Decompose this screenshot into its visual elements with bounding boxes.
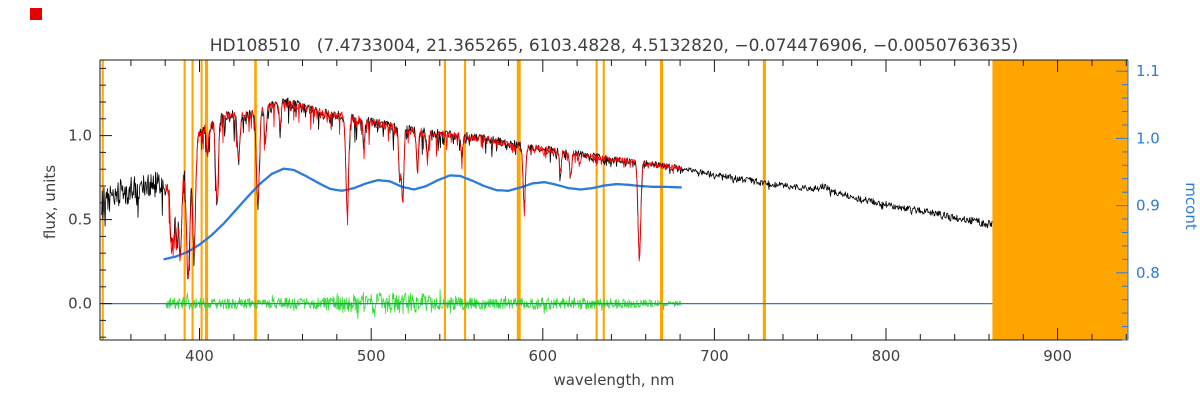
x-tick-label: 700 <box>700 347 729 365</box>
highlight-band <box>992 60 1128 340</box>
continuum-mcont-series <box>163 167 682 261</box>
data-series <box>101 97 993 320</box>
highlight-band <box>200 60 203 340</box>
x-tick-label: 900 <box>1043 347 1072 365</box>
x-tick-label: 400 <box>185 347 214 365</box>
plot-frame <box>99 59 1128 341</box>
highlight-band <box>191 60 194 340</box>
highlight-band <box>443 60 446 340</box>
highlight-band <box>762 60 766 340</box>
highlight-band <box>205 60 209 340</box>
plot-title: HD108510 (7.4733004, 21.365265, 6103.482… <box>210 36 1018 56</box>
highlight-band <box>516 60 521 340</box>
y-left-tick-label: 0.0 <box>68 295 92 313</box>
y-right-tick-label: 1.1 <box>1136 62 1160 80</box>
fit-residuals-series <box>164 289 682 320</box>
y-left-tick-label: 0.5 <box>68 211 92 229</box>
x-tick-label: 800 <box>872 347 901 365</box>
highlight-band <box>464 60 467 340</box>
x-tick-label: 600 <box>528 347 557 365</box>
red-corner-marker <box>30 8 42 20</box>
highlight-band <box>660 60 664 340</box>
y-right-tick-label: 0.9 <box>1136 197 1160 215</box>
tick-labels: 400 500 600 700 800 900 0.0 0.5 1.0 0.8 0.9 1.0 1.1 <box>68 62 1160 365</box>
x-axis-label: wavelength, nm <box>553 371 674 389</box>
x-tick-label: 500 <box>357 347 386 365</box>
model-fit-series <box>164 99 683 280</box>
y-right-tick-label: 1.0 <box>1136 129 1160 147</box>
highlight-band <box>254 60 257 340</box>
axes-frame <box>99 59 1129 341</box>
y-axis-label-left: flux, units <box>41 165 59 239</box>
highlight-band <box>602 60 605 340</box>
y-right-tick-label: 0.8 <box>1136 264 1160 282</box>
y-axis-label-right: mcont <box>1182 182 1200 230</box>
observed-spectrum-series <box>101 97 993 280</box>
telluric-highlight-bands <box>101 60 1128 340</box>
highlight-band <box>595 60 598 340</box>
y-left-tick-label: 1.0 <box>68 127 92 145</box>
